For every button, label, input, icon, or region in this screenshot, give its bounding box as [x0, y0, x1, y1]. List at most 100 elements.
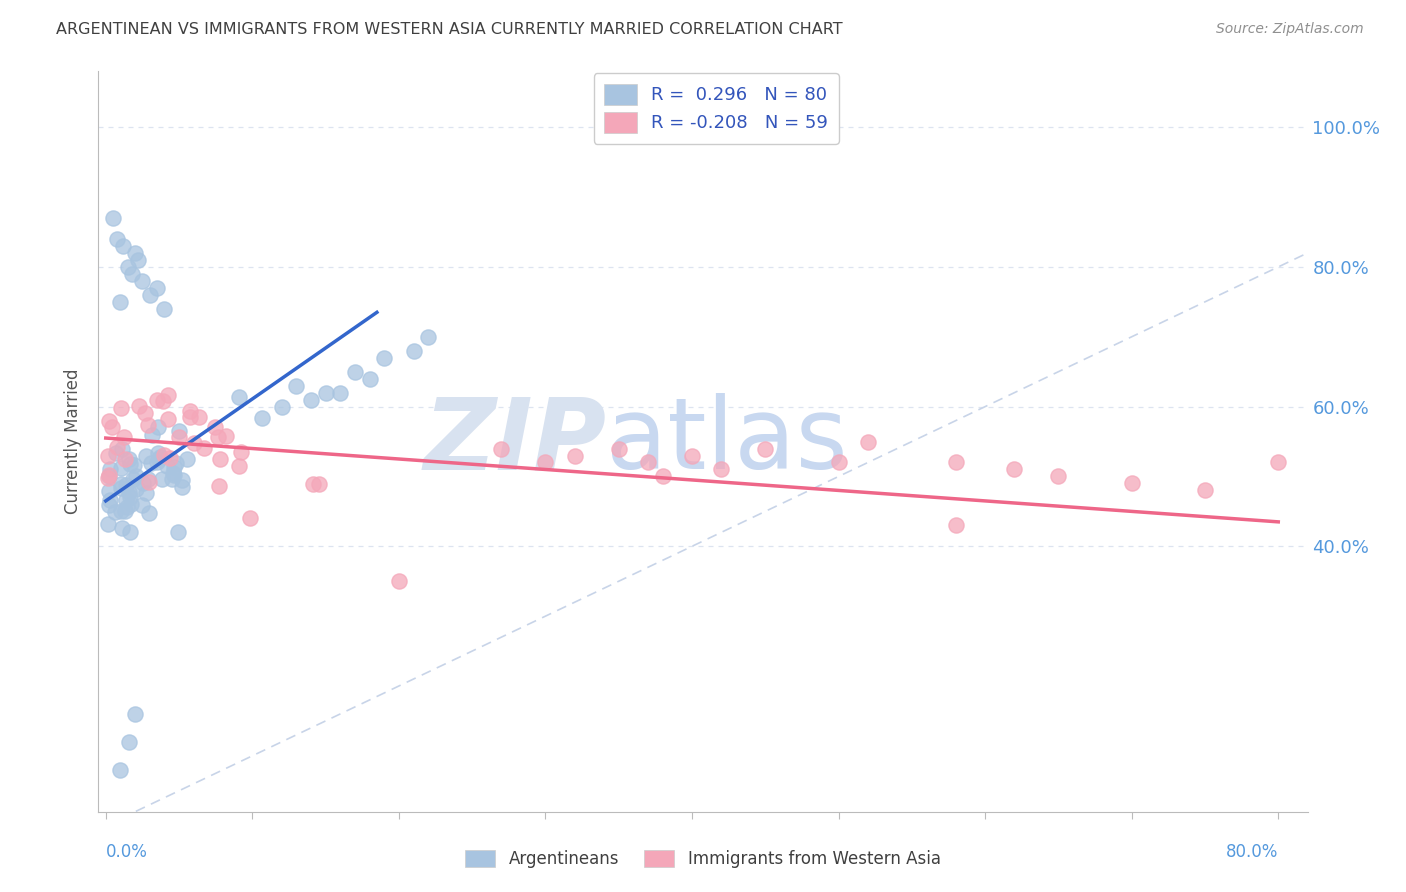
Point: [118, 485, 141, 500]
Text: 80.0%: 80.0%: [1226, 843, 1278, 861]
Point: [146, 455, 169, 469]
Point: [135, 485, 157, 500]
Point: [308, 477, 330, 491]
Point: [131, 498, 153, 512]
Point: [134, 406, 156, 420]
Point: [110, 461, 132, 475]
Point: [122, 472, 145, 486]
Point: [228, 459, 250, 474]
Text: ARGENTINEAN VS IMMIGRANTS FROM WESTERN ASIA CURRENTLY MARRIED CORRELATION CHART: ARGENTINEAN VS IMMIGRANTS FROM WESTERN A…: [56, 22, 842, 37]
Point: [373, 351, 395, 365]
Point: [402, 343, 425, 358]
Point: [167, 525, 190, 540]
Point: [118, 525, 141, 540]
Point: [188, 410, 211, 425]
Point: [97, 483, 120, 498]
Point: [1194, 483, 1216, 498]
Point: [97, 449, 120, 463]
Point: [149, 450, 172, 464]
Point: [204, 419, 226, 434]
Point: [163, 460, 186, 475]
Point: [252, 411, 274, 425]
Point: [110, 401, 132, 416]
Point: [120, 497, 142, 511]
Point: [128, 400, 150, 414]
Point: [114, 504, 136, 518]
Point: [146, 446, 169, 460]
Point: [827, 455, 849, 469]
Point: [681, 449, 703, 463]
Point: [104, 446, 127, 460]
Point: [148, 452, 170, 467]
Point: [179, 404, 201, 418]
Legend: Argentineans, Immigrants from Western Asia: Argentineans, Immigrants from Western As…: [458, 843, 948, 875]
Point: [239, 511, 262, 525]
Point: [98, 461, 121, 475]
Point: [156, 459, 179, 474]
Point: [111, 521, 134, 535]
Point: [270, 400, 292, 414]
Point: [100, 492, 122, 507]
Point: [491, 442, 513, 456]
Point: [110, 504, 132, 518]
Point: [136, 417, 159, 432]
Point: [97, 468, 120, 483]
Text: atlas: atlas: [606, 393, 848, 490]
Point: [208, 452, 231, 467]
Point: [176, 451, 198, 466]
Point: [110, 763, 132, 777]
Point: [156, 412, 179, 426]
Point: [343, 365, 366, 379]
Y-axis label: Currently Married: Currently Married: [65, 368, 83, 515]
Point: [111, 442, 134, 456]
Point: [121, 267, 143, 281]
Point: [153, 448, 176, 462]
Point: [229, 445, 252, 459]
Point: [710, 462, 733, 476]
Point: [125, 482, 148, 496]
Point: [118, 451, 141, 466]
Point: [114, 493, 136, 508]
Point: [97, 516, 120, 531]
Point: [165, 457, 187, 471]
Point: [651, 469, 673, 483]
Point: [110, 477, 132, 491]
Point: [945, 518, 967, 533]
Point: [117, 260, 139, 274]
Point: [1004, 462, 1026, 476]
Point: [152, 394, 174, 409]
Point: [138, 288, 160, 302]
Point: [135, 449, 157, 463]
Point: [136, 472, 159, 486]
Point: [115, 500, 138, 515]
Point: [1310, 533, 1333, 547]
Point: [138, 475, 160, 489]
Point: [110, 294, 132, 309]
Point: [97, 498, 120, 512]
Point: [132, 476, 155, 491]
Point: [146, 281, 169, 295]
Point: [329, 385, 352, 400]
Text: ZIP: ZIP: [423, 393, 606, 490]
Point: [100, 420, 122, 434]
Point: [285, 378, 308, 392]
Legend: R =  0.296   N = 80, R = -0.208   N = 59: R = 0.296 N = 80, R = -0.208 N = 59: [593, 73, 839, 144]
Point: [637, 455, 659, 469]
Point: [754, 442, 776, 456]
Point: [1267, 455, 1289, 469]
Point: [101, 211, 124, 225]
Point: [107, 440, 129, 454]
Point: [98, 414, 121, 428]
Point: [359, 372, 381, 386]
Point: [118, 735, 141, 749]
Point: [141, 456, 163, 470]
Point: [183, 436, 205, 450]
Point: [169, 430, 191, 444]
Point: [131, 274, 153, 288]
Point: [167, 424, 190, 438]
Text: Source: ZipAtlas.com: Source: ZipAtlas.com: [1216, 22, 1364, 37]
Point: [214, 429, 236, 443]
Point: [172, 480, 194, 494]
Text: 0.0%: 0.0%: [105, 843, 148, 861]
Point: [207, 429, 229, 443]
